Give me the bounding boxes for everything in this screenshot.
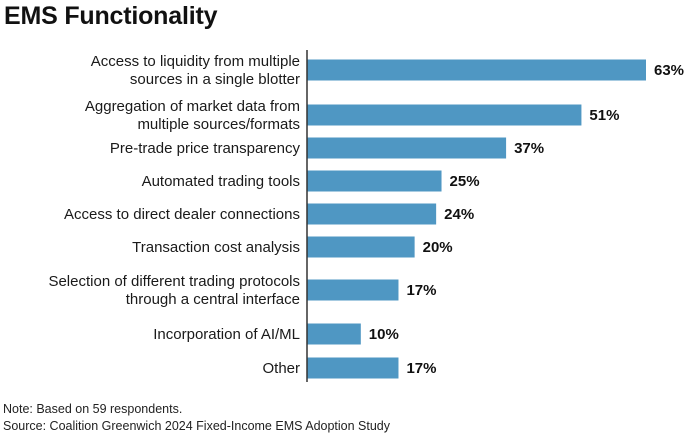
value-label-2: 51% <box>589 107 619 124</box>
category-label-5: Access to direct dealer connections <box>64 206 300 223</box>
category-label-2: Aggregation of market data from multiple … <box>85 98 300 133</box>
category-label-3: Pre-trade price transparency <box>110 140 301 157</box>
bars-layer: 63% Access to liquidity from multiple sour… <box>48 53 684 379</box>
value-label-3: 37% <box>514 140 544 157</box>
value-label-8: 10% <box>369 326 399 343</box>
category-label-1: Access to liquidity from multiple sources… <box>91 53 300 88</box>
category-label-7-line-2: through a central interface <box>126 291 300 308</box>
category-label-1-line-2: sources in a single blotter <box>130 71 300 88</box>
category-label-6-line-1: Transaction cost analysis <box>132 239 300 256</box>
category-label-8-line-1: Incorporation of AI/ML <box>153 326 300 343</box>
category-label-4: Automated trading tools <box>142 173 300 190</box>
value-label-5: 24% <box>444 206 474 223</box>
value-label-4: 25% <box>450 173 480 190</box>
footnote-note: Note: Based on 59 respondents. <box>3 402 183 416</box>
value-label-7: 17% <box>406 282 436 299</box>
chart-title: EMS Functionality <box>4 2 218 30</box>
category-label-9-line-1: Other <box>262 360 300 377</box>
bar-1 <box>307 59 646 81</box>
category-label-6: Transaction cost analysis <box>132 239 300 256</box>
category-label-3-line-1: Pre-trade price transparency <box>110 140 301 157</box>
bar-9 <box>307 357 399 379</box>
category-label-9: Other <box>262 360 300 377</box>
bar-4 <box>307 170 442 192</box>
footnote-source: Source: Coalition Greenwich 2024 Fixed-I… <box>3 419 391 433</box>
category-label-8: Incorporation of AI/ML <box>153 326 300 343</box>
bar-6 <box>307 236 415 258</box>
bar-7 <box>307 279 399 301</box>
bar-chart: 63% Access to liquidity from multiple sour… <box>48 50 684 382</box>
category-label-2-line-2: multiple sources/formats <box>137 116 300 133</box>
category-label-5-line-1: Access to direct dealer connections <box>64 206 300 223</box>
bar-8 <box>307 323 361 345</box>
category-label-2-line-1: Aggregation of market data from <box>85 98 300 115</box>
value-label-1: 63% <box>654 62 684 79</box>
bar-2 <box>307 104 582 126</box>
category-label-7-line-1: Selection of different trading protocols <box>48 273 300 290</box>
value-label-6: 20% <box>423 239 453 256</box>
value-label-9: 17% <box>406 360 436 377</box>
bar-5 <box>307 203 437 225</box>
category-label-4-line-1: Automated trading tools <box>142 173 300 190</box>
category-label-1-line-1: Access to liquidity from multiple <box>91 53 300 70</box>
category-label-7: Selection of different trading protocols… <box>48 273 300 308</box>
bar-3 <box>307 137 507 159</box>
